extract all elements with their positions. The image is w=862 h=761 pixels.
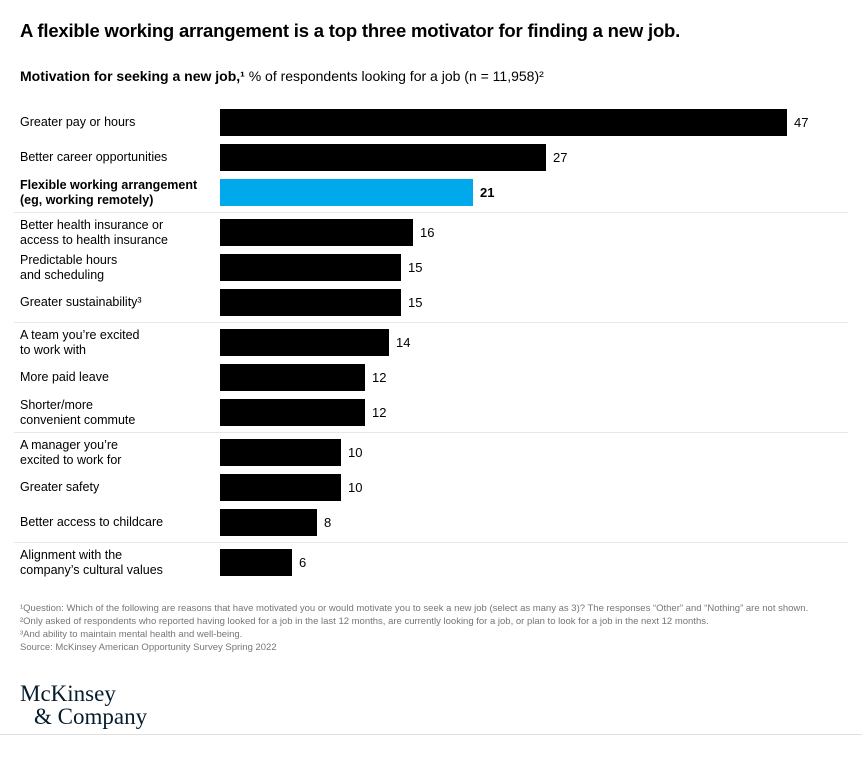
bar-row: Better career opportunities 27: [20, 140, 862, 175]
bar-value: 27: [553, 150, 568, 165]
bar-label: Greater safety: [20, 480, 100, 494]
bar-value: 12: [372, 370, 387, 385]
bar-track: 10: [220, 474, 362, 501]
bar-row: A team you’re excited to work with 14: [20, 325, 862, 360]
bar: [220, 144, 546, 171]
bar: [220, 509, 317, 536]
bar-label: Flexible working arrangement (eg, workin…: [20, 177, 198, 207]
bar-value: 47: [794, 115, 809, 130]
bar: [220, 364, 365, 391]
bar-value: 14: [396, 335, 411, 350]
bar-row: Better health insurance or access to hea…: [20, 215, 862, 250]
bar-row: More paid leave 12: [20, 360, 862, 395]
bar-row: Flexible working arrangement (eg, workin…: [20, 175, 862, 210]
bar-value: 12: [372, 405, 387, 420]
bar-row: Greater sustainability³ 15: [20, 285, 862, 320]
group-divider: [14, 212, 848, 213]
bar-track: 14: [220, 329, 410, 356]
bar-track: 12: [220, 364, 386, 391]
bar-value: 10: [348, 480, 363, 495]
page-title: A flexible working arrangement is a top …: [20, 20, 681, 41]
bar-label: Better health insurance or access to hea…: [20, 217, 169, 247]
bar-row: A manager you’re excited to work for 10: [20, 435, 862, 470]
logo-line2: & Company: [34, 704, 148, 729]
chart-subtitle-bold: Motivation for seeking a new job,¹: [20, 68, 245, 84]
bar-track: 16: [220, 219, 434, 246]
bar-value: 15: [408, 295, 423, 310]
bar-value: 6: [299, 555, 307, 570]
bar-row: Alignment with the company’s cultural va…: [20, 545, 862, 580]
bar-label: More paid leave: [20, 370, 109, 384]
bar: [220, 474, 341, 501]
bar-track: 8: [220, 509, 331, 536]
bar-row: Shorter/more convenient commute 12: [20, 395, 862, 430]
bar-value: 21: [480, 185, 495, 200]
bar: [220, 399, 365, 426]
footnote-2: ²Only asked of respondents who reported …: [20, 616, 709, 627]
bar: [220, 439, 341, 466]
bar: [220, 179, 473, 206]
group-divider: [14, 542, 848, 543]
bar: [220, 219, 413, 246]
bar-row: Better access to childcare 8: [20, 505, 862, 540]
chart-subtitle-regular: % of respondents looking for a job (n = …: [244, 68, 544, 84]
bar-row: Greater safety 10: [20, 470, 862, 505]
bar-row: Predictable hours and scheduling 15: [20, 250, 862, 285]
bar-track: 27: [220, 144, 567, 171]
group-divider: [14, 432, 848, 433]
bar-label: Better access to childcare: [20, 515, 164, 529]
bar: [220, 109, 787, 136]
bar-row: Greater pay or hours 47: [20, 105, 862, 140]
group-divider: [14, 322, 848, 323]
chart-subtitle: Motivation for seeking a new job,¹ % of …: [20, 68, 842, 85]
bar-track: 47: [220, 109, 808, 136]
bar-label: Greater pay or hours: [20, 115, 136, 129]
bar-value: 15: [408, 260, 423, 275]
bar: [220, 254, 401, 281]
bar-track: 15: [220, 254, 422, 281]
bar-label: Better career opportunities: [20, 150, 168, 164]
footnote-3: ³And ability to maintain mental health a…: [20, 629, 243, 640]
bottom-divider: [0, 734, 862, 735]
bar-track: 10: [220, 439, 362, 466]
bar-track: 21: [220, 179, 494, 206]
footnotes: ¹Question: Which of the following are re…: [20, 602, 842, 654]
bar-track: 15: [220, 289, 422, 316]
bar-track: 6: [220, 549, 306, 576]
source-line: Source: McKinsey American Opportunity Su…: [20, 642, 277, 653]
bar: [220, 329, 389, 356]
bar-label: Shorter/more convenient commute: [20, 397, 136, 427]
bar-label: Alignment with the company’s cultural va…: [20, 547, 163, 577]
bar-track: 12: [220, 399, 386, 426]
footnote-1: ¹Question: Which of the following are re…: [20, 603, 809, 614]
bar-value: 16: [420, 225, 435, 240]
bar-value: 10: [348, 445, 363, 460]
logo-line1: McKinsey: [20, 681, 116, 706]
bar: [220, 289, 401, 316]
bar-label: A manager you’re excited to work for: [20, 437, 122, 467]
bar-value: 8: [324, 515, 332, 530]
bar-label: A team you’re excited to work with: [20, 327, 140, 357]
mckinsey-logo: McKinsey & Company: [20, 682, 862, 728]
bar-label: Predictable hours and scheduling: [20, 252, 118, 282]
bar-chart: Greater pay or hours 47 Better career oppo…: [14, 105, 862, 580]
bar-label: Greater sustainability³: [20, 295, 142, 309]
bar: [220, 549, 292, 576]
